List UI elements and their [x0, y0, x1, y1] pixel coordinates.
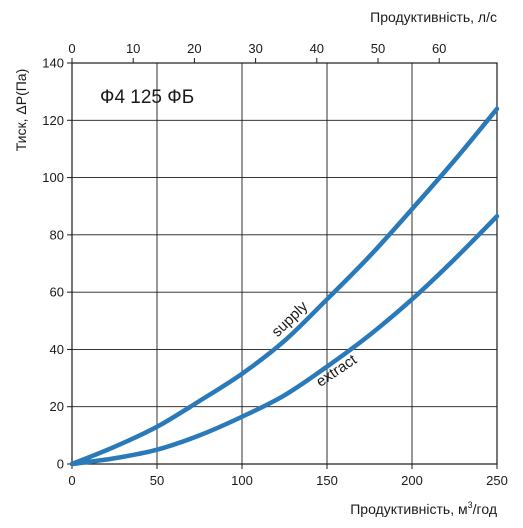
- series-line-supply: [69, 106, 500, 467]
- top-x-tick-label: 40: [310, 41, 324, 56]
- y-tick-label: 40: [50, 342, 64, 357]
- x-tick-label: 150: [316, 473, 338, 488]
- y-tick-label: 120: [42, 113, 64, 128]
- x-tick-label: 50: [150, 473, 164, 488]
- top-x-tick-label: 0: [68, 41, 75, 56]
- y-axis-ticks: 0 20 40 60 80 100 120 140: [42, 56, 72, 472]
- y-tick-label: 60: [50, 285, 64, 300]
- top-x-tick-label: 20: [187, 41, 201, 56]
- top-x-tick-label: 10: [126, 41, 140, 56]
- plot-frame: [71, 62, 498, 465]
- y-tick-label: 0: [57, 457, 64, 472]
- series-label-extract: extract: [313, 351, 361, 391]
- top-x-tick-label: 50: [371, 41, 385, 56]
- top-x-axis-ticks: 0 10 20 30 40 50 60: [68, 41, 446, 63]
- y-axis-title: Тиск, ΔP(Па): [13, 69, 29, 152]
- y-tick-label: 100: [42, 170, 64, 185]
- series-line-extract: [69, 213, 500, 467]
- x-axis-title: Продуктивність, м3/год: [350, 500, 497, 517]
- x-tick-label: 200: [401, 473, 423, 488]
- x-tick-label: 100: [231, 473, 253, 488]
- x-tick-label: 250: [486, 473, 508, 488]
- y-tick-label: 140: [42, 56, 64, 71]
- top-x-tick-label: 30: [248, 41, 262, 56]
- y-tick-label: 20: [50, 399, 64, 414]
- top-x-tick-label: 60: [432, 41, 446, 56]
- x-tick-label: 0: [68, 473, 75, 488]
- y-tick-label: 80: [50, 227, 64, 242]
- top-x-axis-title: Продуктивність, л/с: [370, 9, 497, 25]
- x-axis-ticks: 0 50 100 150 200 250: [68, 464, 508, 488]
- model-label: Ф4 125 ФБ: [100, 87, 194, 108]
- grid-lines: [72, 63, 497, 464]
